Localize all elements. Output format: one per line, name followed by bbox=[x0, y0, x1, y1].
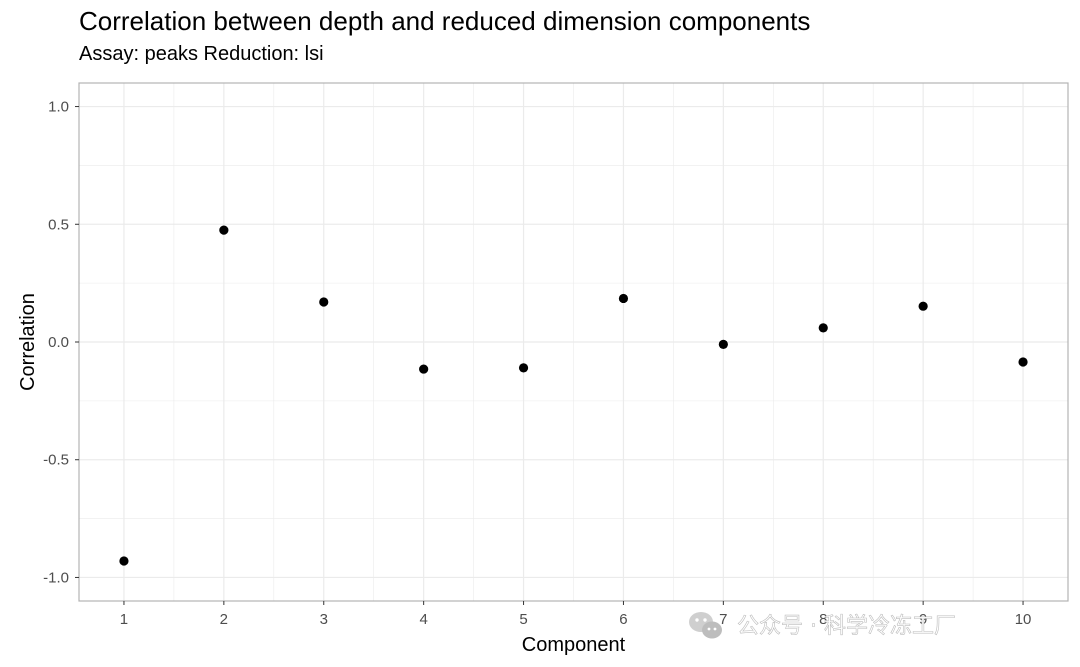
x-tick-label: 1 bbox=[120, 611, 128, 628]
y-tick-label: 0.0 bbox=[48, 334, 69, 351]
watermark: 公众号 · 科学冷冻工厂 bbox=[689, 612, 956, 639]
y-axis-title: Correlation bbox=[17, 293, 39, 391]
major-gridlines bbox=[79, 83, 1068, 601]
chart-title: Correlation between depth and reduced di… bbox=[79, 6, 811, 36]
data-point bbox=[319, 297, 329, 307]
y-tick-label: -1.0 bbox=[43, 569, 69, 586]
x-tick-label: 6 bbox=[619, 611, 627, 628]
x-axis-ticks: 1 2 3 4 5 6 7 8 9 10 bbox=[120, 601, 1032, 628]
data-points bbox=[119, 225, 1028, 566]
x-tick-label: 5 bbox=[519, 611, 527, 628]
x-tick-label: 8 bbox=[819, 611, 827, 628]
x-axis-title: Component bbox=[522, 634, 626, 656]
data-point bbox=[119, 556, 129, 566]
data-point bbox=[419, 364, 429, 374]
x-tick-label: 10 bbox=[1015, 611, 1032, 628]
data-point bbox=[718, 339, 728, 349]
watermark-text: 公众号 · 科学冷冻工厂 bbox=[737, 614, 956, 639]
data-point bbox=[918, 301, 928, 311]
chart-subtitle: Assay: peaks Reduction: lsi bbox=[79, 43, 324, 65]
data-point bbox=[219, 225, 229, 235]
x-tick-label: 2 bbox=[220, 611, 228, 628]
data-point bbox=[818, 323, 828, 333]
x-tick-label: 3 bbox=[320, 611, 328, 628]
data-point bbox=[618, 293, 629, 304]
x-tick-label: 9 bbox=[919, 611, 927, 628]
x-tick-label: 4 bbox=[419, 611, 427, 628]
y-tick-label: 0.5 bbox=[48, 216, 69, 233]
x-tick-label: 7 bbox=[719, 611, 727, 628]
y-tick-label: 1.0 bbox=[48, 99, 69, 116]
y-tick-label: -0.5 bbox=[43, 452, 69, 469]
y-axis-ticks: -1.0 -0.5 0.0 0.5 1.0 bbox=[43, 99, 79, 586]
data-point bbox=[518, 363, 529, 373]
wechat-icon bbox=[689, 612, 722, 639]
data-point bbox=[1018, 357, 1028, 367]
